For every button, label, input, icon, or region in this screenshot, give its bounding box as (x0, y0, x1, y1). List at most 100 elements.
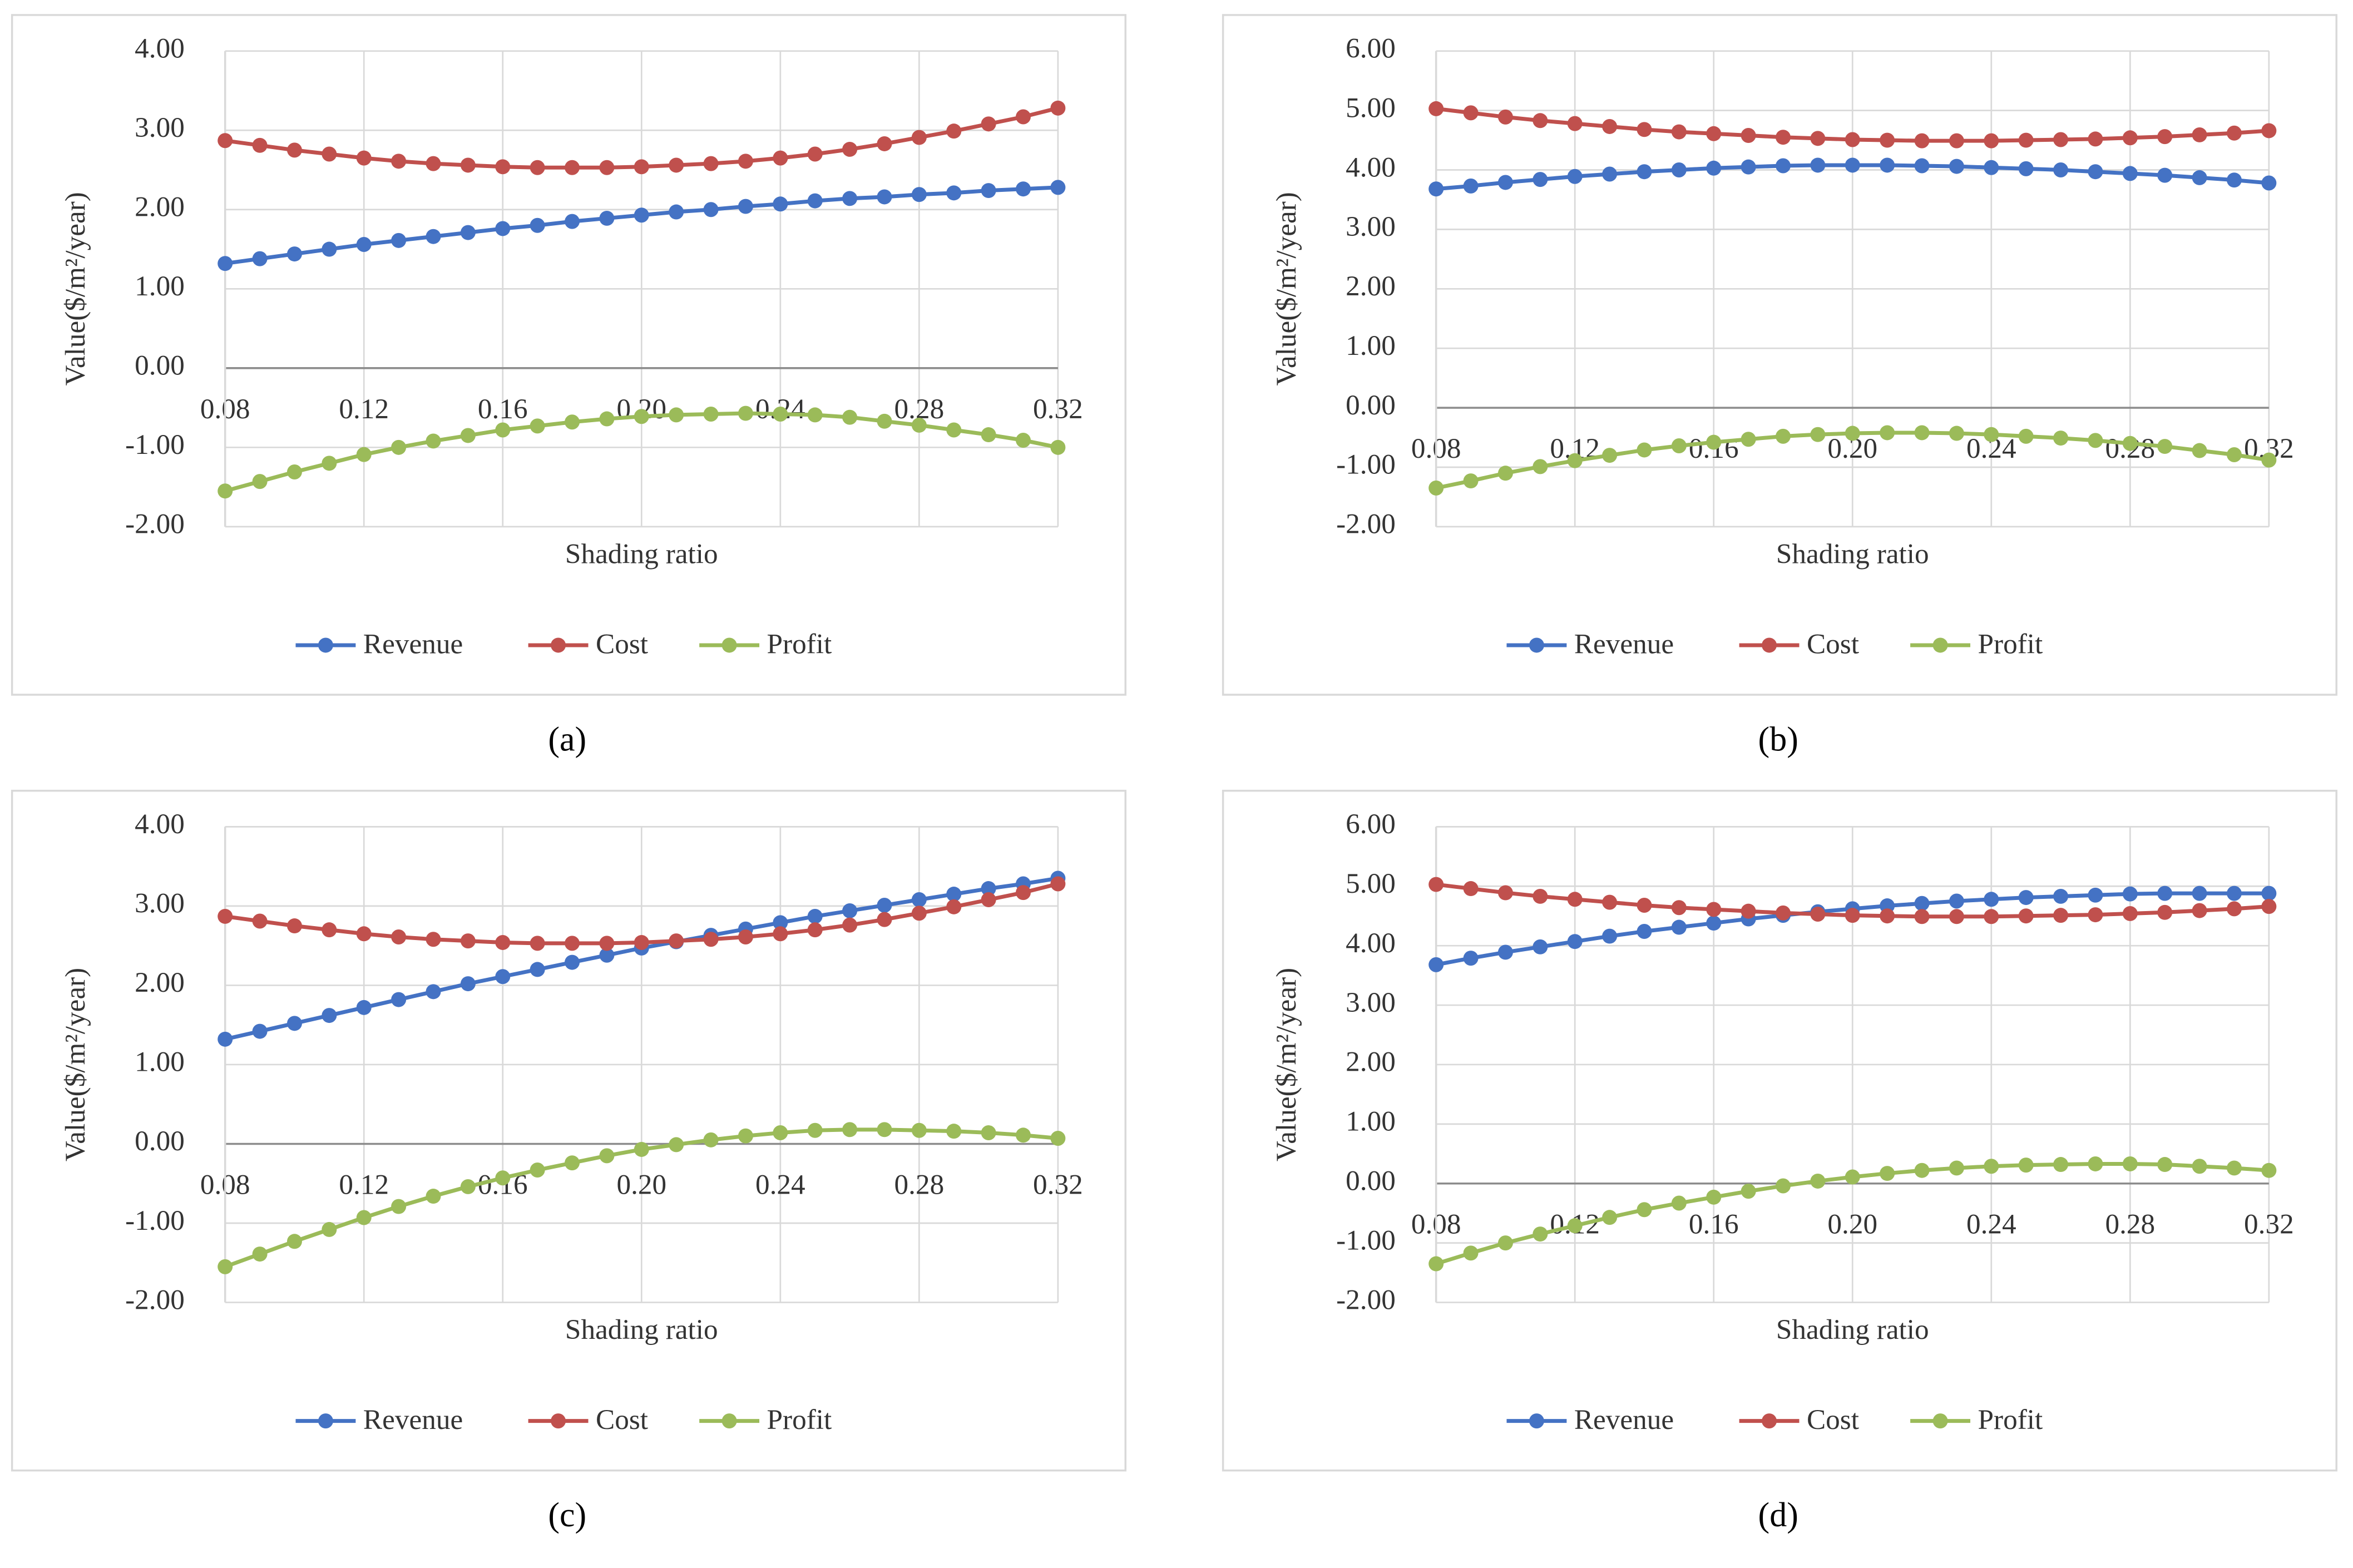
data-point (252, 1247, 268, 1262)
data-point (356, 1210, 372, 1225)
data-point (426, 229, 441, 244)
x-axis-title: Shading ratio (1776, 538, 1929, 570)
data-point (530, 160, 545, 175)
panel-label: (d) (1758, 1496, 1798, 1534)
data-point (669, 933, 684, 949)
data-point (356, 150, 372, 166)
data-point (2088, 131, 2103, 147)
data-point (1050, 180, 1066, 195)
data-point (2261, 123, 2277, 139)
data-point (495, 1170, 511, 1186)
data-point (391, 233, 407, 248)
data-point (1706, 160, 1722, 176)
y-axis-title: Value($/m²/year) (1271, 968, 1302, 1161)
y-tick-label: 2.00 (135, 967, 185, 998)
data-point (1914, 896, 1930, 911)
x-tick-label: 0.12 (339, 393, 389, 425)
data-point (1497, 466, 1513, 481)
y-tick-label: -2.00 (125, 1284, 185, 1315)
y-tick-label: 4.00 (1346, 151, 1396, 183)
data-point (2053, 1157, 2069, 1173)
data-point (807, 922, 823, 938)
data-point (426, 156, 441, 171)
data-point (322, 456, 337, 471)
data-point (877, 136, 892, 151)
data-point (1949, 1160, 1964, 1176)
y-tick-label: 2.00 (1346, 270, 1396, 302)
data-point (634, 409, 649, 424)
data-point (252, 913, 268, 929)
data-point (946, 1124, 962, 1139)
data-point (1533, 459, 1548, 474)
legend-label: Revenue (363, 628, 463, 660)
legend-marker (1932, 637, 1948, 653)
data-point (565, 936, 580, 951)
data-point (1810, 907, 1826, 922)
data-point (1880, 132, 1895, 148)
data-point (2157, 1157, 2173, 1173)
x-axis-title: Shading ratio (565, 1314, 718, 1346)
data-point (599, 210, 615, 226)
data-point (1741, 128, 1756, 143)
data-point (703, 202, 719, 217)
y-tick-label: 1.00 (135, 270, 185, 302)
data-point (807, 407, 823, 423)
data-point (773, 406, 788, 422)
legend-label: Cost (596, 628, 648, 660)
data-point (807, 193, 823, 209)
data-point (460, 225, 476, 240)
data-point (530, 936, 545, 951)
data-point (2226, 886, 2242, 901)
data-point (530, 962, 545, 977)
data-point (1880, 1166, 1895, 1181)
data-point (1949, 133, 1964, 149)
legend-label: Cost (1807, 1404, 1859, 1436)
data-point (1671, 124, 1687, 140)
data-point (2192, 127, 2207, 142)
data-point (1880, 157, 1895, 173)
data-point (1497, 1235, 1513, 1251)
data-point (877, 413, 892, 429)
data-point (946, 185, 962, 201)
x-tick-label: 0.28 (2105, 1209, 2155, 1240)
data-point (738, 199, 753, 214)
legend-marker (1529, 1413, 1544, 1429)
data-point (391, 929, 407, 944)
data-point (2088, 887, 2103, 903)
data-point (1776, 130, 1791, 145)
data-point (1016, 885, 1031, 901)
panel-border (11, 14, 1127, 696)
y-tick-label: 1.00 (1346, 1106, 1396, 1137)
data-point (460, 428, 476, 443)
data-point (981, 881, 996, 897)
data-point (252, 137, 268, 153)
data-point (460, 157, 476, 173)
y-tick-label: 4.00 (135, 32, 185, 64)
legend-marker (318, 1413, 333, 1429)
data-point (1949, 426, 1964, 441)
legend-marker (1932, 1413, 1948, 1429)
legend-label: Profit (767, 628, 832, 660)
data-point (1949, 909, 1964, 924)
data-point (1637, 122, 1652, 137)
data-point (1984, 160, 1999, 175)
data-point (634, 159, 649, 175)
data-point (460, 1179, 476, 1194)
data-point (1845, 132, 1860, 147)
data-point (1810, 157, 1826, 173)
data-point (2122, 436, 2138, 451)
data-point (981, 116, 996, 132)
data-point (842, 1122, 858, 1137)
data-point (911, 417, 927, 433)
data-point (1567, 453, 1583, 468)
data-point (842, 903, 858, 918)
y-tick-label: 1.00 (135, 1046, 185, 1078)
data-point (1602, 894, 1618, 910)
y-tick-label: 0.00 (1346, 389, 1396, 421)
data-point (252, 251, 268, 266)
data-point (2053, 908, 2069, 923)
data-point (322, 922, 337, 938)
data-point (530, 1163, 545, 1178)
legend-marker (318, 637, 333, 653)
data-point (1880, 908, 1895, 924)
